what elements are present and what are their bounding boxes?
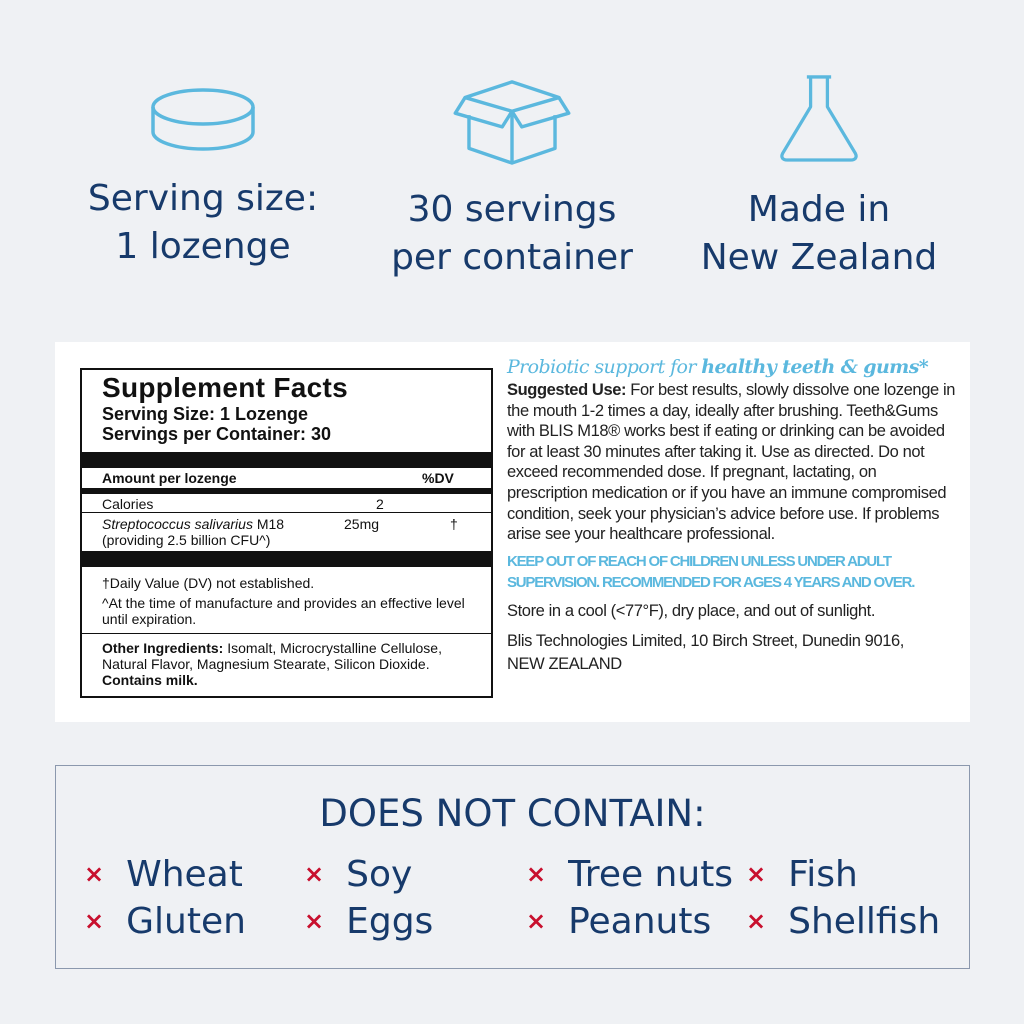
servings-per-container: Servings per Container: 30 (102, 424, 332, 444)
flask-icon (780, 75, 858, 162)
lozenge-icon (151, 88, 255, 151)
allergen-label: Shellfish (788, 901, 941, 942)
cross-icon: × (84, 860, 105, 888)
facts-title: Supplement Facts (102, 372, 348, 403)
footnote-cfu: ^At the time of manufacture and provides… (102, 595, 465, 627)
allergen-label: Fish (788, 854, 858, 895)
calories-value: 2 (376, 496, 384, 512)
allergen-label: Soy (346, 854, 413, 895)
feature-line: per container (391, 237, 633, 278)
other-ingredients-label: Other Ingredients: (102, 640, 224, 656)
allergen-item: × Gluten (84, 901, 246, 942)
feature-line: Made in (747, 189, 891, 230)
calories-label: Calories (102, 496, 154, 512)
feature-serving-size: Serving size: 1 lozenge (53, 70, 353, 271)
allergen-label: Eggs (346, 901, 434, 942)
allergen-item: × Shellfish (746, 901, 940, 942)
cross-icon: × (304, 907, 325, 935)
divider (82, 452, 491, 468)
cross-icon: × (526, 860, 547, 888)
ingredient-row: Streptococcus salivarius M18 25mg † (provid… (82, 513, 491, 551)
cross-icon: × (746, 860, 767, 888)
storage-note: Store in a cool (<77°F), dry place, and … (507, 601, 876, 620)
tagline: Probiotic support for healthy teeth & gu… (507, 356, 929, 378)
allergen-item: × Eggs (304, 901, 433, 942)
amount-header: Amount per lozenge (102, 470, 237, 486)
allergen-item: × Tree nuts (526, 854, 733, 895)
allergen-label: Gluten (126, 901, 246, 942)
feature-servings: 30 servings per container (362, 70, 662, 282)
contains-milk: Contains milk. (102, 672, 198, 688)
ingredient-strain: M18 (252, 516, 285, 532)
allergen-title: DOES NOT CONTAIN: (319, 792, 706, 835)
footnote-dv: †Daily Value (DV) not established. (102, 575, 315, 591)
feature-line: New Zealand (700, 237, 938, 278)
allergen-label: Wheat (126, 854, 243, 895)
feature-origin: Made in New Zealand (669, 70, 969, 282)
product-info: Probiotic support for healthy teeth & gu… (507, 356, 957, 676)
allergen-label: Tree nuts (568, 854, 734, 895)
allergen-item: × Soy (304, 854, 412, 895)
allergen-box: DOES NOT CONTAIN: × Wheat × Soy × Tree nuts × F… (55, 765, 970, 969)
feature-line: Serving size: (87, 178, 319, 219)
cross-icon: × (84, 907, 105, 935)
divider (82, 551, 491, 567)
cross-icon: × (746, 907, 767, 935)
cross-icon: × (304, 860, 325, 888)
cross-icon: × (526, 907, 547, 935)
feature-line: 1 lozenge (115, 226, 291, 267)
suggested-use: Suggested Use: For best results, slowly … (507, 381, 955, 544)
ingredient-name: Streptococcus salivarius (102, 516, 253, 532)
allergen-label: Peanuts (568, 901, 712, 942)
other-ingredients: Isomalt, Microcrystalline Cellulose, Nat… (102, 640, 442, 672)
label-panel: Supplement Facts Serving Size: 1 Lozenge… (55, 342, 970, 722)
ingredient-note: (providing 2.5 billion CFU^) (102, 532, 271, 548)
manufacturer-address: Blis Technologies Limited, 10 Birch Stre… (507, 632, 904, 674)
allergen-item: × Fish (746, 854, 858, 895)
ingredient-dv: † (450, 516, 458, 532)
feature-line: 30 servings (407, 189, 617, 230)
allergen-item: × Wheat (84, 854, 243, 895)
child-warning: KEEP OUT OF REACH OF CHILDREN UNLESS UND… (507, 552, 915, 591)
ingredient-amount: 25mg (344, 516, 380, 532)
box-icon (453, 80, 571, 165)
calories-row: Calories 2 (82, 494, 491, 512)
serving-size: Serving Size: 1 Lozenge (102, 404, 309, 424)
dv-header: %DV (422, 470, 454, 486)
allergen-item: × Peanuts (526, 901, 711, 942)
supplement-facts: Supplement Facts Serving Size: 1 Lozenge… (80, 368, 493, 698)
divider (82, 488, 491, 494)
amount-header-row: Amount per lozenge %DV (82, 468, 491, 488)
